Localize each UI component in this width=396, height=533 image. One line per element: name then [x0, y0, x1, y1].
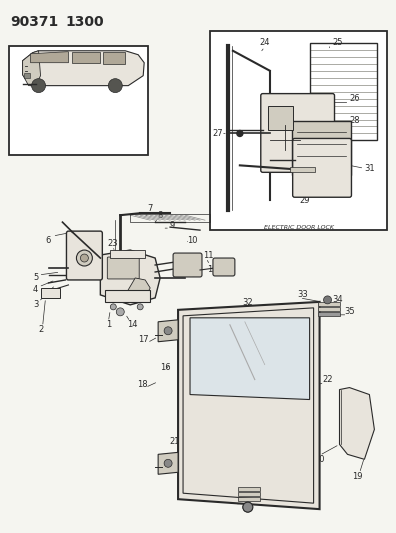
- Text: 16: 16: [160, 363, 170, 372]
- Polygon shape: [190, 318, 310, 400]
- Polygon shape: [30, 52, 69, 63]
- Bar: [292, 120, 352, 175]
- Text: 30: 30: [277, 164, 288, 173]
- Polygon shape: [339, 387, 374, 459]
- Bar: [238, 487, 260, 491]
- Circle shape: [243, 502, 253, 512]
- Circle shape: [137, 304, 143, 310]
- Bar: [238, 492, 260, 496]
- Text: 28: 28: [349, 116, 360, 125]
- Circle shape: [32, 79, 46, 93]
- Text: 7: 7: [147, 204, 153, 213]
- Text: 26: 26: [349, 94, 360, 103]
- Circle shape: [164, 459, 172, 467]
- Text: 15: 15: [143, 261, 153, 270]
- Text: 9: 9: [169, 221, 175, 230]
- Text: 27: 27: [213, 129, 223, 138]
- Bar: [210, 31, 387, 230]
- Text: 24: 24: [259, 38, 270, 47]
- Bar: [110, 250, 145, 258]
- Text: 22: 22: [322, 375, 333, 384]
- Circle shape: [109, 79, 122, 93]
- Circle shape: [110, 304, 116, 310]
- Bar: [130, 214, 210, 222]
- Text: 6: 6: [46, 236, 51, 245]
- Bar: [40, 288, 61, 298]
- Text: 23: 23: [107, 239, 118, 248]
- Text: 33: 33: [297, 290, 308, 300]
- Text: 33: 33: [230, 497, 240, 506]
- Text: 31: 31: [364, 164, 375, 173]
- Polygon shape: [158, 453, 178, 474]
- Bar: [318, 307, 339, 311]
- Text: ELECTRIC DOOR LOCK: ELECTRIC DOOR LOCK: [264, 225, 334, 230]
- Text: 4: 4: [33, 285, 38, 294]
- FancyBboxPatch shape: [173, 253, 202, 277]
- Polygon shape: [103, 52, 125, 64]
- Polygon shape: [23, 51, 40, 86]
- FancyBboxPatch shape: [261, 94, 335, 172]
- Text: 35: 35: [232, 478, 242, 487]
- Polygon shape: [125, 278, 150, 300]
- Polygon shape: [72, 52, 100, 63]
- Circle shape: [164, 327, 172, 335]
- Text: 14: 14: [127, 320, 137, 329]
- Text: 19: 19: [352, 472, 363, 481]
- Text: 32: 32: [242, 298, 253, 308]
- Text: 8: 8: [158, 211, 163, 220]
- Text: 12: 12: [207, 265, 217, 274]
- Circle shape: [237, 131, 243, 136]
- Text: 90371: 90371: [11, 15, 59, 29]
- Text: 2: 2: [38, 325, 43, 334]
- Text: 11: 11: [203, 251, 213, 260]
- Bar: [318, 302, 339, 306]
- Polygon shape: [158, 320, 178, 342]
- Text: 1300: 1300: [65, 15, 104, 29]
- Text: 29: 29: [299, 196, 310, 205]
- Text: 1: 1: [106, 320, 111, 329]
- Text: 21: 21: [170, 437, 180, 446]
- Text: 17: 17: [138, 335, 148, 344]
- Text: 34: 34: [332, 295, 343, 304]
- Bar: [24, 72, 30, 78]
- Text: 10: 10: [187, 236, 197, 245]
- FancyBboxPatch shape: [107, 257, 139, 279]
- Bar: [318, 312, 339, 316]
- FancyBboxPatch shape: [293, 139, 352, 197]
- Bar: [310, 43, 377, 140]
- Bar: [9, 46, 148, 156]
- Text: 3: 3: [33, 301, 38, 309]
- Text: 25: 25: [332, 38, 343, 47]
- Text: 20: 20: [314, 455, 325, 464]
- Text: 13: 13: [190, 270, 200, 279]
- Bar: [268, 106, 293, 131]
- Circle shape: [76, 250, 92, 266]
- Text: 34: 34: [234, 487, 245, 496]
- Circle shape: [80, 254, 88, 262]
- Circle shape: [116, 308, 124, 316]
- Bar: [238, 497, 260, 501]
- Circle shape: [324, 296, 331, 304]
- Circle shape: [243, 502, 253, 512]
- Text: 18: 18: [137, 380, 147, 389]
- Bar: [105, 290, 150, 302]
- Polygon shape: [178, 302, 320, 509]
- FancyBboxPatch shape: [213, 258, 235, 276]
- Polygon shape: [100, 250, 160, 305]
- Text: 5: 5: [33, 273, 38, 282]
- Bar: [290, 167, 314, 172]
- FancyBboxPatch shape: [67, 231, 102, 280]
- Text: 35: 35: [344, 308, 355, 317]
- Polygon shape: [23, 51, 144, 86]
